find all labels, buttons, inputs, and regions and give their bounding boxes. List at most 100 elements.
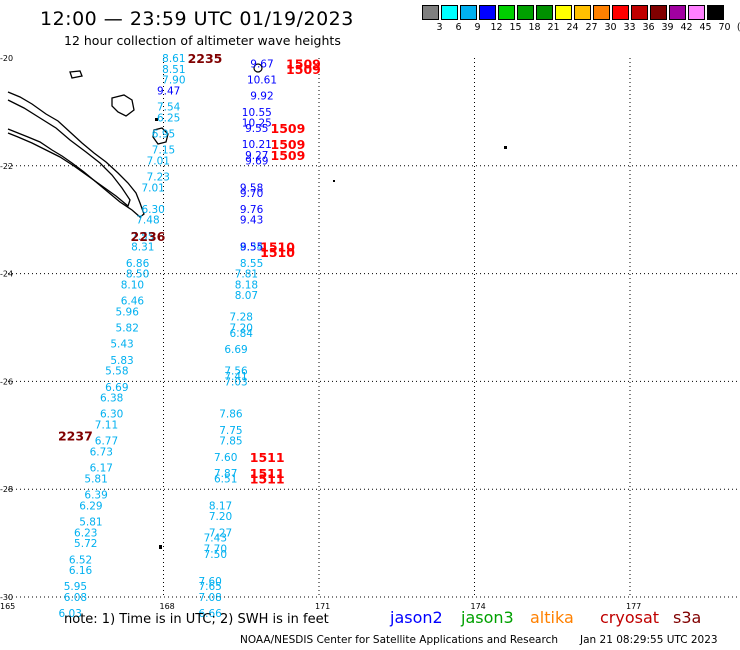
lat-tick-label: -24 [0,270,13,279]
color-swatch [669,5,686,20]
islet-4 [159,545,162,549]
wave-height-value: 5.81 [84,473,107,485]
wave-height-value: 6.84 [230,328,254,340]
wave-height-value: 6.17 [90,463,113,475]
wave-height-value: 7.27 [209,527,232,539]
wave-height-value: 7.81 [235,269,258,281]
islet-2 [504,146,507,149]
wave-height-value: 6.25 [157,112,180,124]
color-scale-label: 70 [718,22,731,33]
pass-time-label: 1509 [286,62,321,77]
wave-height-value-high: 9.55 [240,242,263,254]
color-scale-label: 24 [566,22,579,33]
wave-height-value: 7.70 [204,543,227,555]
wave-height-value: 8.51 [162,64,185,76]
wave-height-value: 7.08 [198,592,221,604]
wave-height-value-high: 9.69 [245,155,268,167]
pass-time-label: 1511 [250,466,285,481]
color-swatch [574,5,591,20]
wave-height-value: 5.43 [110,339,133,351]
wave-height-value: 7.48 [136,215,159,227]
lat-tick-label: -28 [0,485,13,494]
lon-tick-label: 177 [626,602,641,611]
pass-time-label: 2236 [131,229,166,244]
color-swatch [422,5,439,20]
color-scale-label: 42 [680,22,693,33]
wave-height-observations: 8.618.517.907.546.256.957.157.017.237.01… [59,53,278,620]
color-swatch [612,5,629,20]
wave-height-value: 6.73 [90,446,113,458]
color-scale-label: 30 [604,22,617,33]
color-swatch [517,5,534,20]
color-scale-label: 15 [509,22,522,33]
lon-tick-label: 165 [0,602,15,611]
color-scale-label: 27 [585,22,598,33]
color-swatch [479,5,496,20]
wave-height-value: 7.20 [230,323,253,335]
small-islets [155,63,507,549]
wave-height-value: 6.52 [69,554,92,566]
wave-height-value: 8.50 [126,269,149,281]
color-swatch [555,5,572,20]
legend-altika: altika [530,608,574,627]
wave-height-value: 6.30 [100,409,123,421]
color-scale-label: 36 [642,22,655,33]
wave-height-value: 7.28 [230,312,253,324]
lon-tick-label: 174 [471,602,486,611]
color-scale-label: 12 [490,22,503,33]
wave-height-value: 6.08 [64,592,87,604]
color-scale-label: 21 [547,22,560,33]
wave-height-value: 7.03 [224,376,247,388]
wave-height-value: 7.60 [198,576,221,588]
wave-height-value-high: 9.27 [245,150,268,162]
wave-height-value-high: 9.43 [240,215,263,227]
island-small-west [69,70,83,79]
pass-time-label: 1509 [271,121,306,136]
color-swatch [536,5,553,20]
wave-height-value: 8.17 [209,500,232,512]
lat-tick-label: -26 [0,377,13,386]
wave-height-value-high: 9.76 [240,204,264,216]
wave-height-value: 8.10 [121,279,144,291]
pass-time-label: 1509 [286,56,321,71]
color-scale-label: 3 [436,22,443,33]
color-swatch [498,5,515,20]
wave-height-value: 7.20 [209,511,232,523]
wave-height-value: 7.01 [147,155,170,167]
legend-cryosat: cryosat [600,608,660,627]
wave-height-value: 6.38 [100,393,123,405]
color-scale-label: 39 [661,22,674,33]
wave-height-value: 5.81 [79,517,102,529]
wave-height-value: 5.82 [116,323,139,335]
wave-height-value-high: 9.70 [240,188,263,200]
wave-height-value: 6.95 [152,128,175,140]
wave-height-value: 6.69 [224,344,247,356]
wave-height-value: 7.65 [198,581,221,593]
lon-tick-label: 168 [160,602,175,611]
wave-height-value: 5.95 [64,581,87,593]
wave-height-value: 7.86 [219,409,243,421]
wave-height-value-high: 9.92 [250,91,273,103]
wave-height-value: 8.34 [240,242,264,254]
wave-height-value: 8.61 [162,53,185,65]
wave-height-value: 6.51 [214,473,237,485]
wave-height-value: 7.23 [147,172,170,184]
lon-tick-label: 171 [315,602,330,611]
map-subtitle: 12 hour collection of altimeter wave hei… [64,33,341,48]
wave-height-value: 6.03 [59,608,82,620]
color-scale-label: 18 [528,22,541,33]
color-swatch [707,5,724,20]
map-title: 12:00 — 23:59 UTC 01/19/2023 [40,8,354,30]
axis-labels: 165 168 171 174 177 -20 -22 -24 -26 -28 -30 [0,54,641,611]
lat-tick-label: -22 [0,162,13,171]
wave-height-value: 7.01 [141,182,164,194]
pass-time-label: 1509 [271,148,306,163]
timestamp-text: Jan 21 08:29:55 UTC 2023 [580,634,718,646]
wave-height-value: 5.83 [110,355,133,367]
wave-height-value: 7.41 [224,371,247,383]
wave-height-value-high: 9.47 [157,85,180,97]
wave-height-value: 8.07 [235,290,258,302]
coastline [7,70,169,218]
wave-height-value: 6.30 [141,204,164,216]
islet-3 [333,180,335,182]
